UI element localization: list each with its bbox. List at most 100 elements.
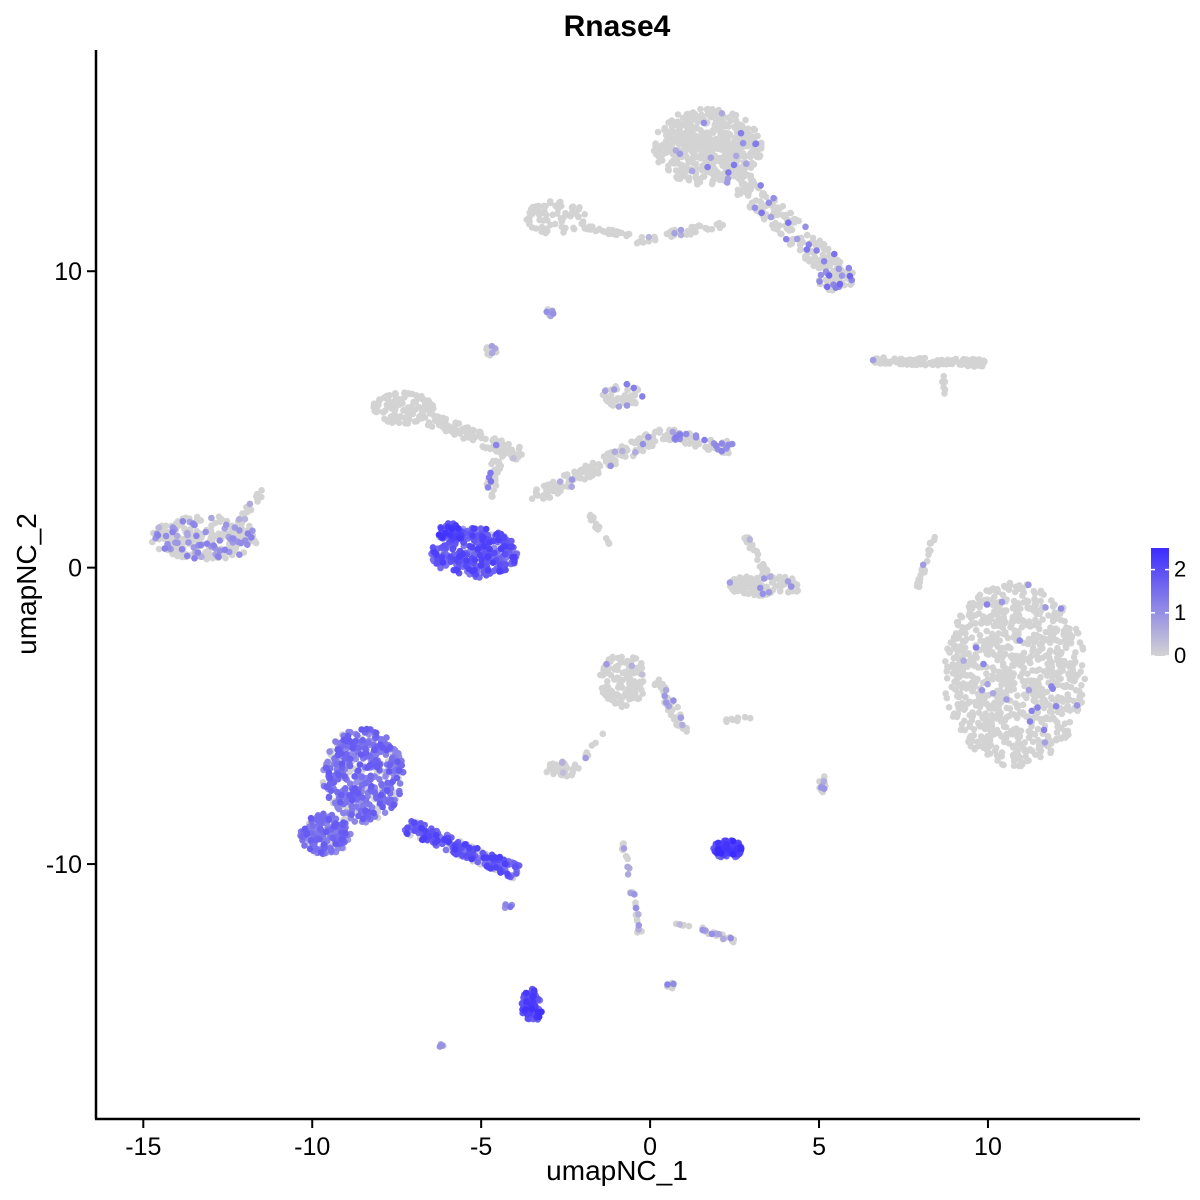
- cell-point: [656, 429, 663, 436]
- cell-point: [556, 199, 563, 206]
- cell-point: [1003, 704, 1010, 712]
- cell-point: [563, 764, 571, 772]
- cell-point: [786, 241, 794, 248]
- cell-point: [972, 651, 979, 658]
- cell-point: [747, 172, 755, 180]
- cell-point: [478, 556, 485, 564]
- cell-point: [1081, 675, 1089, 683]
- cell-point: [420, 396, 427, 403]
- cell-point: [1017, 673, 1024, 680]
- cell-point: [950, 643, 958, 651]
- cell-point: [616, 680, 623, 687]
- cell-point: [925, 546, 932, 554]
- cell-point: [747, 150, 754, 157]
- cell-point: [677, 226, 685, 234]
- cell-point: [688, 226, 695, 233]
- cell-point: [970, 363, 978, 370]
- cell-point: [559, 483, 567, 490]
- cell-point: [1078, 662, 1086, 669]
- cell-point: [605, 538, 612, 546]
- cell-point: [216, 518, 224, 525]
- cell-point: [986, 735, 994, 743]
- cell-point: [400, 414, 408, 422]
- cell-point: [1034, 656, 1042, 663]
- cell-point: [1079, 646, 1087, 653]
- cell-point: [313, 845, 320, 852]
- cell-point: [956, 682, 963, 690]
- cell-point: [1019, 709, 1027, 716]
- cell-point: [344, 732, 352, 740]
- cell-point: [360, 802, 367, 809]
- cell-point: [767, 573, 774, 580]
- cell-point: [1003, 734, 1010, 741]
- cell-point: [788, 583, 795, 590]
- cell-point: [183, 552, 191, 560]
- cell-point: [496, 561, 504, 569]
- cell-point: [547, 221, 554, 229]
- cell-point: [1067, 683, 1075, 691]
- cell-point: [1052, 736, 1060, 743]
- cell-point: [817, 271, 825, 279]
- cell-point: [961, 671, 969, 679]
- cell-point: [1014, 692, 1021, 699]
- cell-point: [799, 238, 807, 246]
- cell-point: [235, 516, 243, 523]
- cell-point: [327, 775, 334, 782]
- cell-point: [720, 117, 727, 125]
- cell-point: [1036, 625, 1043, 633]
- cell-point: [633, 664, 641, 672]
- cell-point: [381, 415, 388, 423]
- cell-point: [729, 837, 737, 845]
- cell-point: [1039, 616, 1046, 623]
- cell-point: [174, 539, 181, 547]
- cell-point: [342, 829, 349, 837]
- cell-point: [508, 446, 515, 454]
- cell-point: [379, 803, 386, 811]
- cell-point: [1011, 679, 1018, 687]
- cell-point: [355, 744, 363, 752]
- cell-point: [515, 445, 523, 453]
- cell-point: [488, 493, 496, 500]
- cell-point: [543, 768, 551, 776]
- cell-point: [695, 222, 703, 229]
- cell-point: [702, 151, 709, 159]
- cell-point: [673, 155, 680, 163]
- cell-point: [746, 203, 754, 210]
- cell-point: [1000, 723, 1008, 730]
- cell-point: [956, 693, 964, 700]
- cell-point: [547, 486, 555, 494]
- cell-point: [178, 546, 186, 553]
- cell-point: [343, 750, 350, 758]
- cell-point: [942, 658, 949, 665]
- cell-point: [682, 440, 689, 447]
- cell-point: [805, 256, 813, 264]
- x-tick-label: -10: [294, 1133, 330, 1161]
- cell-point: [386, 761, 393, 769]
- cell-point: [558, 218, 566, 225]
- cell-point: [502, 566, 509, 574]
- cell-point: [490, 549, 498, 557]
- cell-point: [1051, 609, 1059, 616]
- cell-point: [468, 544, 476, 551]
- cell-point: [778, 230, 785, 238]
- cell-point: [623, 402, 631, 409]
- cell-point: [607, 462, 614, 470]
- cell-point: [957, 726, 965, 734]
- cell-point: [501, 860, 509, 868]
- cell-point: [1037, 753, 1044, 761]
- cell-point: [702, 224, 709, 232]
- cell-point: [1042, 604, 1049, 611]
- cell-point: [454, 525, 462, 532]
- colorbar: [1151, 548, 1169, 656]
- y-tick-label: 10: [54, 258, 82, 286]
- cell-point: [1026, 746, 1034, 753]
- cell-point: [349, 744, 357, 752]
- cell-point: [529, 993, 537, 1000]
- cell-point: [725, 169, 732, 176]
- cell-point: [672, 714, 679, 721]
- cell-point: [699, 926, 706, 934]
- cell-point: [632, 904, 640, 912]
- cell-point: [362, 807, 369, 814]
- cell-point: [370, 400, 378, 408]
